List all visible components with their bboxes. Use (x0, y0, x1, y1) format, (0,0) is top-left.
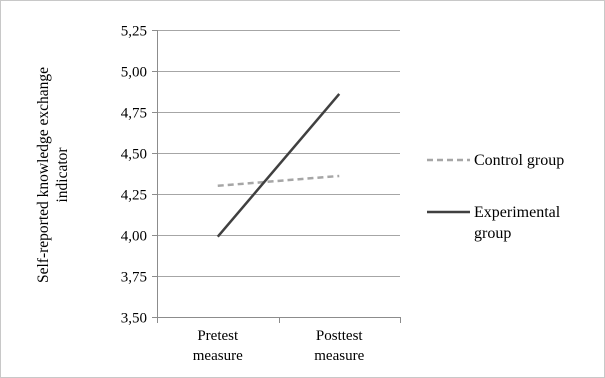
y-tick-label: 3,75 (121, 270, 147, 286)
x-tick-label: Posttest measure (314, 328, 364, 364)
y-tick-label: 4,25 (121, 188, 147, 204)
series-lines (216, 93, 341, 238)
x-tick-label: Pretest measure (193, 328, 243, 364)
legend: Control group Experimental group (427, 152, 564, 242)
series-line (217, 174, 340, 188)
y-tick-labels: 3,50 3,75 4,00 4,25 4,50 4,75 5,00 5,25 (121, 24, 147, 327)
y-tick-label: 5,00 (121, 65, 147, 81)
legend-label: Control group (474, 152, 564, 169)
y-axis-title: Self-reported knowledge exchange indicato… (35, 67, 71, 283)
series-line (216, 93, 341, 238)
gridlines (157, 30, 400, 277)
y-tick-label: 4,00 (121, 229, 147, 245)
y-axis-title: Self-reported knowledge exchange indicato… (35, 67, 71, 283)
y-tick-label: 5,25 (121, 24, 147, 40)
y-tick-label: 4,50 (121, 147, 147, 163)
axes (152, 30, 401, 323)
legend-label: Experimental group (474, 204, 561, 242)
y-tick-label: 3,50 (121, 311, 147, 327)
y-tick-label: 4,75 (121, 106, 147, 122)
x-tick-labels: Pretest measure Posttest measure (193, 328, 365, 364)
